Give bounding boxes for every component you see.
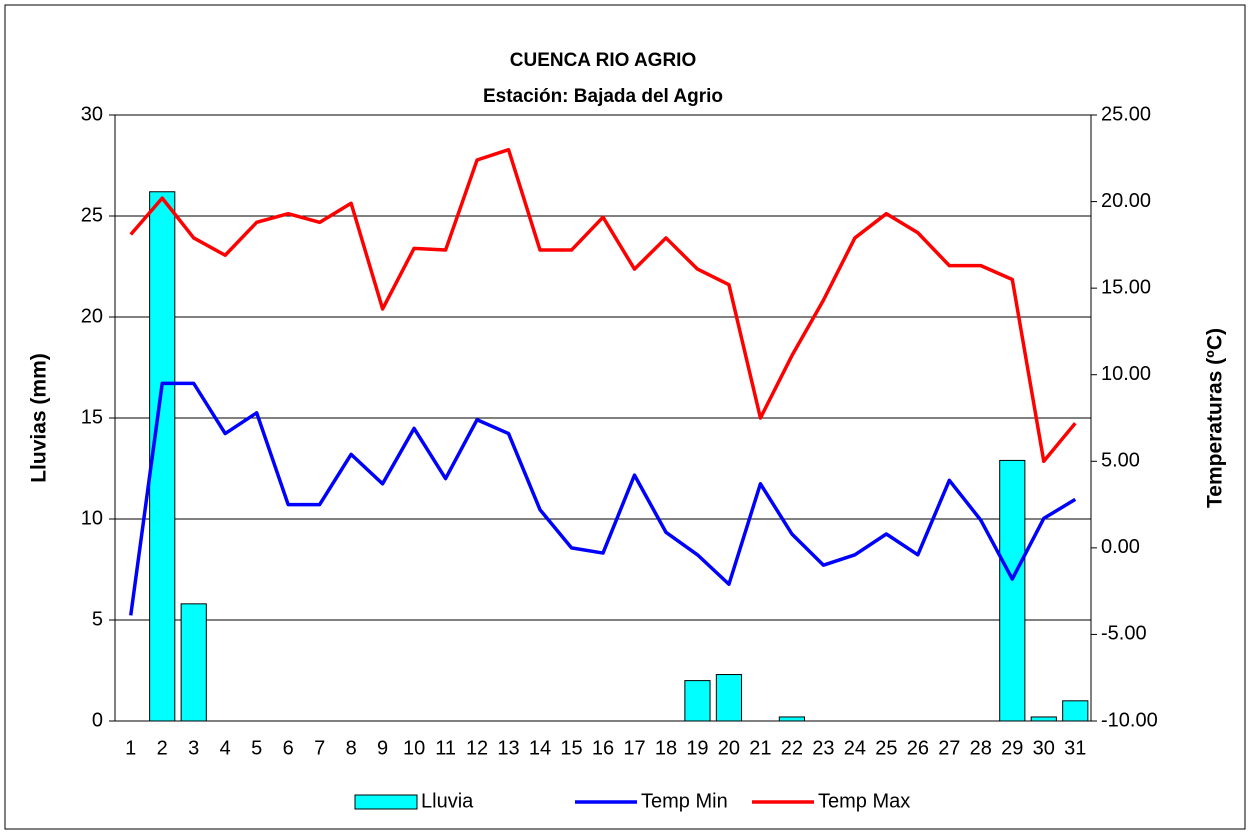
y-axis-title: Lluvias (mm) xyxy=(28,353,51,483)
y2-tick-label: 25.00 xyxy=(1101,103,1151,125)
bar xyxy=(1062,700,1089,722)
x-tick-label: 13 xyxy=(497,737,519,759)
x-tick-label: 20 xyxy=(718,737,740,759)
bar xyxy=(999,459,1026,722)
x-tick-label: 11 xyxy=(435,737,456,759)
legend-swatch xyxy=(354,794,418,810)
x-tick-label: 10 xyxy=(403,737,425,759)
y-tick-label: 5 xyxy=(92,608,103,630)
x-tick-label: 14 xyxy=(529,737,551,759)
x-tick-label: 27 xyxy=(938,737,960,759)
x-tick-label: 31 xyxy=(1064,737,1086,759)
y2-tick-label: 20.00 xyxy=(1101,190,1151,212)
y2-tick-label: -10.00 xyxy=(1101,709,1158,731)
x-tick-label: 26 xyxy=(907,737,929,759)
y2-tick-label: 5.00 xyxy=(1101,450,1140,472)
x-tick-label: 3 xyxy=(188,737,199,759)
y2-tick-label: 15.00 xyxy=(1101,276,1151,298)
x-tick-label: 22 xyxy=(781,737,803,759)
x-tick-label: 2 xyxy=(157,737,168,759)
x-tick-label: 17 xyxy=(623,737,645,759)
x-tick-label: 18 xyxy=(655,737,677,759)
x-tick-label: 5 xyxy=(251,737,262,759)
x-tick-label: 7 xyxy=(314,737,325,759)
chart-subtitle: Estación: Bajada del Agrio xyxy=(483,86,723,107)
line xyxy=(129,381,1077,616)
bar xyxy=(180,603,207,722)
bar xyxy=(778,716,805,722)
x-tick-label: 6 xyxy=(283,737,294,759)
legend-label: Temp Min xyxy=(641,790,728,812)
x-tick-label: 12 xyxy=(466,737,488,759)
legend-label: Temp Max xyxy=(818,790,910,812)
x-tick-label: 19 xyxy=(686,737,708,759)
x-tick-label: 23 xyxy=(812,737,834,759)
x-tick-label: 25 xyxy=(875,737,897,759)
line xyxy=(129,147,1077,464)
bar xyxy=(1030,716,1057,722)
y2-axis-title: Temperaturas (ºC) xyxy=(1204,328,1227,508)
x-tick-label: 29 xyxy=(1001,737,1023,759)
y-tick-label: 25 xyxy=(81,204,103,226)
y-tick-label: 0 xyxy=(92,709,103,731)
x-tick-label: 4 xyxy=(220,737,231,759)
x-tick-label: 1 xyxy=(125,737,136,759)
legend-label: Lluvia xyxy=(421,790,474,812)
bar xyxy=(715,674,743,722)
y-tick-label: 15 xyxy=(81,406,103,428)
x-tick-label: 24 xyxy=(844,737,866,759)
x-tick-label: 16 xyxy=(592,737,614,759)
plot-frame xyxy=(114,114,1092,722)
y-tick-label: 30 xyxy=(81,103,103,125)
y-tick-label: 10 xyxy=(81,507,103,529)
chart-title: CUENCA RIO AGRIO xyxy=(510,50,696,71)
chart-frame xyxy=(4,4,1246,830)
x-tick-label: 8 xyxy=(346,737,357,759)
y-tick-label: 20 xyxy=(81,305,103,327)
bar xyxy=(684,680,711,722)
x-tick-label: 30 xyxy=(1033,737,1055,759)
y2-tick-label: 0.00 xyxy=(1101,536,1140,558)
y2-tick-label: 10.00 xyxy=(1101,363,1151,385)
y2-tick-label: -5.00 xyxy=(1101,623,1147,645)
x-tick-label: 21 xyxy=(749,737,771,759)
x-tick-label: 15 xyxy=(560,737,582,759)
x-tick-label: 9 xyxy=(377,737,388,759)
x-tick-label: 28 xyxy=(970,737,992,759)
